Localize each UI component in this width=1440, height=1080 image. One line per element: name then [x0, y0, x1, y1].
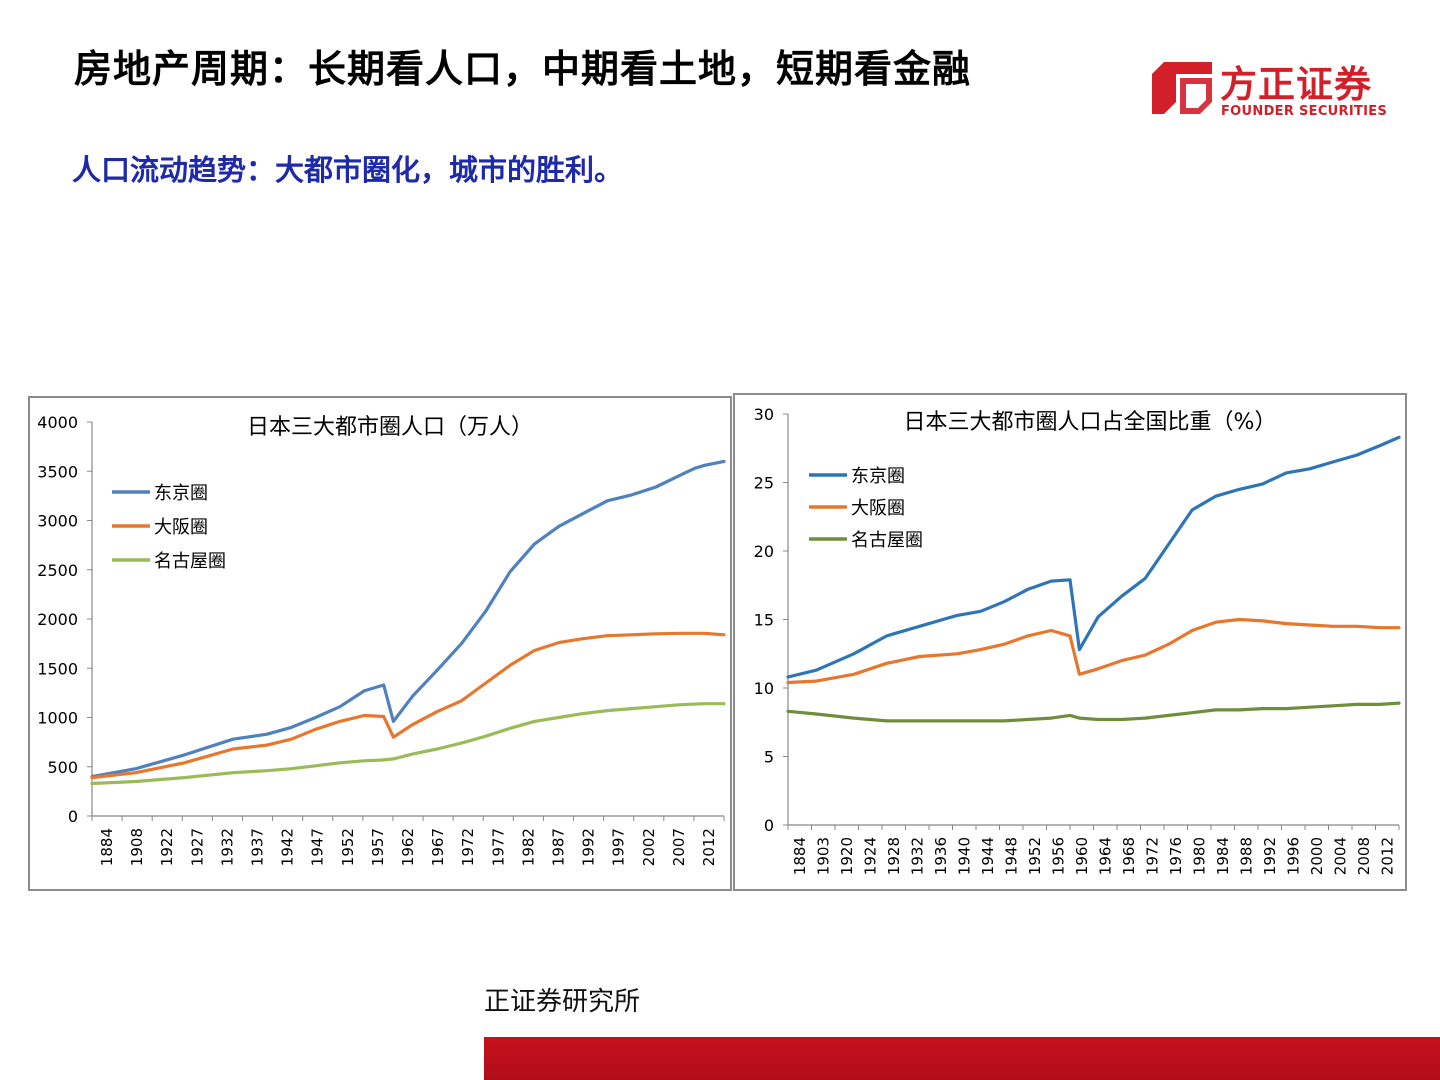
- slide-title: 房地产周期：长期看人口，中期看土地，短期看金融: [74, 47, 972, 91]
- series-line-2: [786, 617, 1401, 685]
- x-tick-label: 1977: [489, 828, 507, 866]
- x-tick-label: 1940: [955, 837, 973, 875]
- slide-subtitle: 人口流动趋势：大都市圈化，城市的胜利。: [72, 153, 624, 187]
- x-tick-label: 1932: [908, 837, 926, 875]
- x-tick-label: 1884: [791, 837, 809, 875]
- x-tick-label: 1996: [1284, 837, 1302, 875]
- series-line-1: [786, 435, 1401, 679]
- legend-label: 名古屋圈: [154, 551, 226, 572]
- x-tick-label: 1997: [610, 828, 628, 866]
- x-tick-label: 1962: [399, 828, 417, 866]
- x-tick-label: 1920: [838, 837, 856, 875]
- x-tick-label: 1936: [932, 837, 950, 875]
- y-tick-label: 20: [754, 542, 774, 561]
- x-tick-label: 2004: [1331, 837, 1349, 875]
- x-tick-label: 1982: [519, 828, 537, 866]
- y-tick-label: 500: [47, 758, 78, 777]
- x-tick-label: 2002: [640, 828, 658, 866]
- chart-title: 日本三大都市圈人口（万人）: [247, 415, 533, 440]
- y-tick-label: 3000: [37, 512, 78, 531]
- y-tick-label: 0: [68, 807, 78, 826]
- x-tick-label: 2008: [1355, 837, 1373, 875]
- x-tick-label: 1992: [580, 828, 598, 866]
- series-line-1: [90, 459, 726, 779]
- x-tick-label: 1967: [429, 828, 447, 866]
- y-tick-label: 0: [764, 816, 774, 835]
- legend-label: 大阪圈: [851, 498, 905, 519]
- x-tick-label: 1928: [885, 837, 903, 875]
- y-tick-label: 5: [764, 748, 774, 767]
- x-tick-label: 1937: [249, 828, 267, 866]
- x-tick-label: 1908: [128, 828, 146, 866]
- population-chart-svg: 日本三大都市圈人口（万人） 0 500 1000 1500 2000 2500 3000 350…: [37, 413, 726, 866]
- x-tick-label: 2012: [1378, 837, 1396, 875]
- logo-chinese-name: 方正证券: [1220, 63, 1372, 106]
- x-tick-label: 1984: [1214, 837, 1232, 875]
- series-line-3: [90, 702, 726, 786]
- population-chart: 日本三大都市圈人口（万人） 0 500 1000 1500 2000 2500 3000 350…: [28, 396, 732, 891]
- x-tick-label: 1924: [861, 837, 879, 875]
- x-tick-label: 1964: [1096, 837, 1114, 875]
- y-tick-label: 1000: [37, 709, 78, 728]
- x-tick-label: 1952: [339, 828, 357, 866]
- legend-label: 大阪圈: [154, 517, 208, 538]
- x-tick-label: 1960: [1073, 837, 1091, 875]
- legend-label: 东京圈: [851, 466, 905, 487]
- population-share-chart: 日本三大都市圈人口占全国比重（%） 0 5 10 15 20 25 30 1884 1903 192…: [733, 393, 1407, 891]
- x-tick-label: 1947: [309, 828, 327, 866]
- footer-source: 正证券研究所: [484, 987, 641, 1017]
- x-tick-label: 1988: [1237, 837, 1255, 875]
- chart-title: 日本三大都市圈人口占全国比重（%）: [904, 410, 1277, 435]
- x-tick-label: 1942: [279, 828, 297, 866]
- y-tick-label: 4000: [37, 413, 78, 432]
- y-tick-label: 30: [754, 405, 774, 424]
- x-tick-label: 1980: [1190, 837, 1208, 875]
- y-tick-label: 2500: [37, 561, 78, 580]
- x-tick-label: 1987: [549, 828, 567, 866]
- x-tick-label: 1972: [1143, 837, 1161, 875]
- x-tick-label: 1957: [369, 828, 387, 866]
- founder-securities-logo: 方正证券 FOUNDER SECURITIES: [1150, 52, 1395, 124]
- y-tick-label: 25: [754, 474, 774, 493]
- y-tick-label: 2000: [37, 610, 78, 629]
- x-tick-label: 1992: [1261, 837, 1279, 875]
- legend-label: 名古屋圈: [851, 530, 923, 551]
- x-tick-label: 1922: [158, 828, 176, 866]
- founder-logo-mark-icon: [1152, 62, 1212, 114]
- x-tick-label: 1952: [1026, 837, 1044, 875]
- x-tick-label: 1956: [1049, 837, 1067, 875]
- logo-english-name: FOUNDER SECURITIES: [1221, 104, 1388, 119]
- x-tick-label: 1927: [188, 828, 206, 866]
- x-tick-label: 2000: [1308, 837, 1326, 875]
- x-tick-label: 1968: [1120, 837, 1138, 875]
- series-line-3: [786, 701, 1401, 723]
- y-tick-label: 15: [754, 611, 774, 630]
- x-tick-label: 1903: [814, 837, 832, 875]
- x-tick-label: 1932: [218, 828, 236, 866]
- y-tick-label: 10: [754, 679, 774, 698]
- x-tick-label: 2007: [670, 828, 688, 866]
- x-tick-label: 1972: [459, 828, 477, 866]
- y-tick-label: 1500: [37, 659, 78, 678]
- x-tick-label: 1948: [1002, 837, 1020, 875]
- x-tick-label: 1884: [98, 828, 116, 866]
- series-line-2: [90, 631, 726, 780]
- population-share-chart-svg: 日本三大都市圈人口占全国比重（%） 0 5 10 15 20 25 30 1884 1903 192…: [754, 405, 1401, 875]
- x-tick-label: 1976: [1167, 837, 1185, 875]
- legend-label: 东京圈: [154, 483, 208, 504]
- y-tick-label: 3500: [37, 462, 78, 481]
- x-tick-label: 2012: [700, 828, 718, 866]
- x-tick-label: 1944: [979, 837, 997, 875]
- footer-red-bar: [484, 1037, 1440, 1080]
